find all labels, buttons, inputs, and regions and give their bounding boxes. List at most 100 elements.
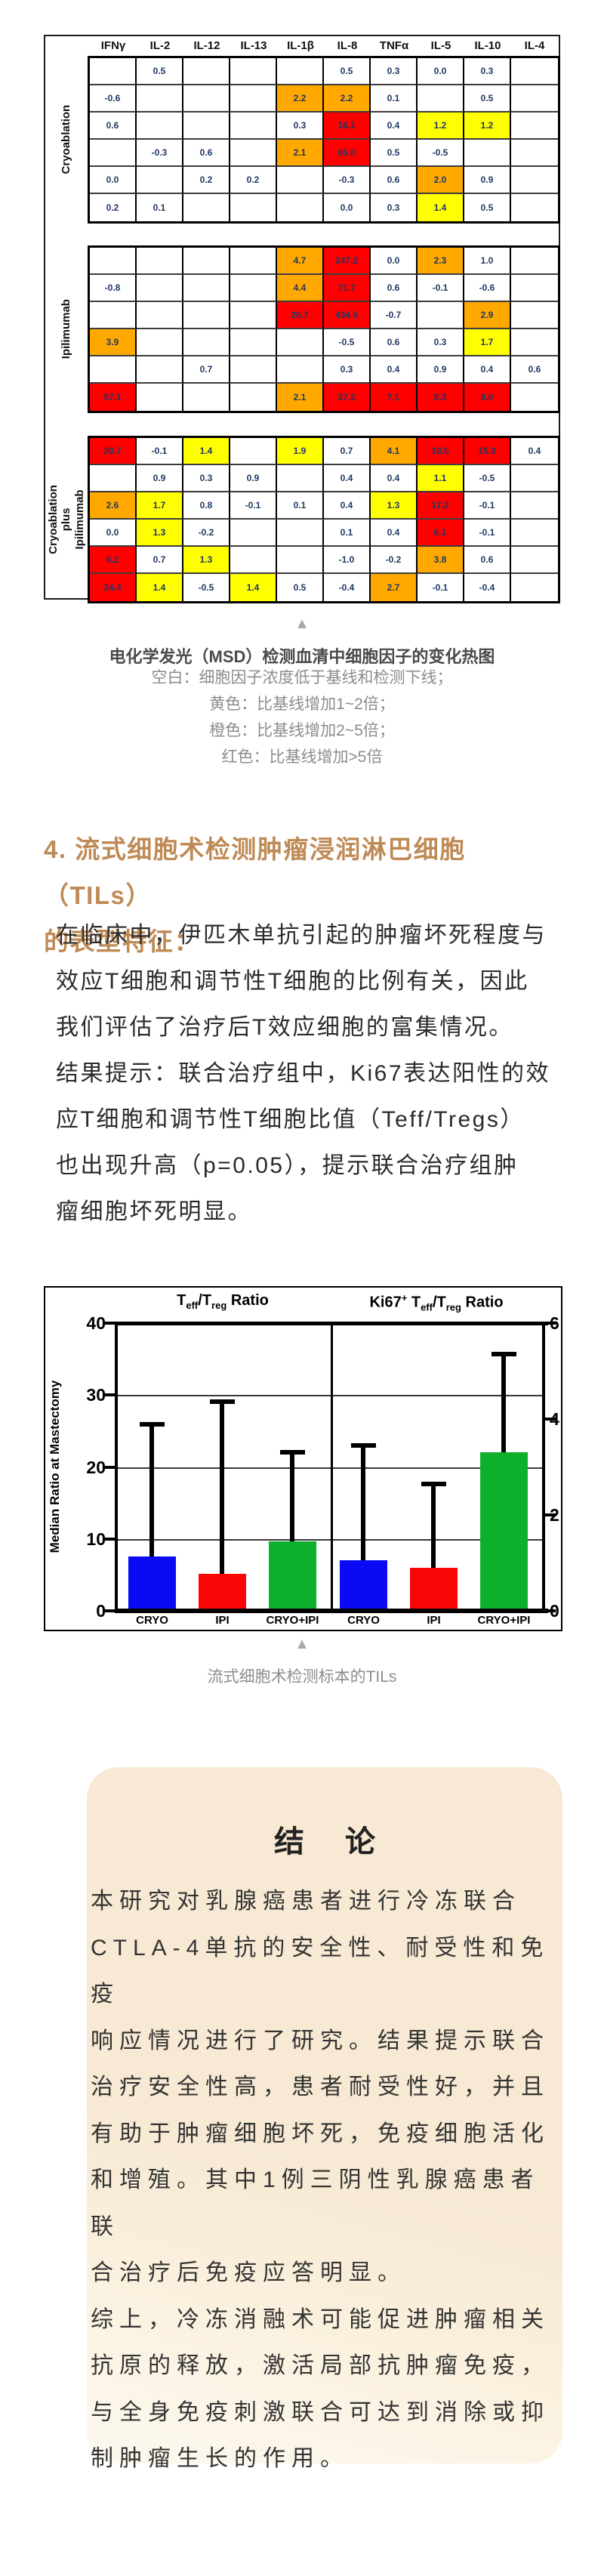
heatmap-cell: 4.4 [277, 275, 324, 302]
heatmap-cell: 0.1 [371, 85, 418, 113]
heatmap-cell [230, 140, 277, 167]
heatmap-cell: -0.1 [418, 574, 464, 601]
x-axis-category-label: IPI [215, 1614, 230, 1627]
heatmap-cell: 4.7 [277, 248, 324, 275]
heatmap-cell [183, 248, 230, 275]
left-axis-tick-label: 20 [86, 1458, 106, 1477]
heatmap-cell: -0.1 [230, 492, 277, 520]
heatmap-cell: 0.4 [324, 492, 371, 520]
error-bar-line [290, 1450, 294, 1541]
heatmap-group-label: Ipilimumab [45, 245, 88, 413]
heatmap-cell [277, 58, 324, 85]
heatmap-cell [137, 302, 183, 329]
heatmap-cell: -0.4 [464, 574, 511, 601]
heatmap-cell: -0.5 [464, 465, 511, 492]
heatmap-cell: 0.6 [183, 140, 230, 167]
heatmap-cell: 0.5 [464, 194, 511, 221]
heatmap-cell [183, 113, 230, 140]
heatmap-cell: 0.6 [90, 113, 137, 140]
heatmap-cell [183, 194, 230, 221]
heatmap-cell: -0.7 [371, 302, 418, 329]
heatmap-cell [137, 275, 183, 302]
heatmap-cell: 65.0 [324, 140, 371, 167]
heatmap-column-header: IL-12 [193, 39, 220, 52]
heatmap-cell [230, 113, 277, 140]
heatmap-cell: -0.8 [90, 275, 137, 302]
heatmap-column-header: IL-8 [337, 39, 358, 52]
heatmap-cell: 0.7 [137, 547, 183, 574]
error-bar-line [149, 1422, 154, 1556]
heatmap-cell: -0.4 [324, 574, 371, 601]
heatmap-cell [230, 302, 277, 329]
heatmap-cell: 0.3 [324, 356, 371, 384]
heatmap-cell: 8.3 [418, 384, 464, 411]
heatmap-cell: 2.3 [418, 248, 464, 275]
heatmap-cell: 2.6 [90, 492, 137, 520]
caption-arrow-icon: ▲ [294, 1636, 310, 1652]
heatmap-cell [277, 194, 324, 221]
gridline [115, 1467, 545, 1469]
heatmap-cell [511, 520, 558, 547]
heatmap-column-header: IL-10 [474, 39, 501, 52]
bar [410, 1568, 458, 1611]
heatmap-cell [230, 520, 277, 547]
left-axis-tick-label: 0 [96, 1601, 106, 1621]
heatmap-cell: 434.5 [324, 302, 371, 329]
heatmap-cell: 3.9 [90, 329, 137, 356]
heatmap-cell: 8.0 [464, 384, 511, 411]
heatmap-cell: 0.9 [418, 356, 464, 384]
heatmap-cell: 17.2 [418, 492, 464, 520]
heatmap-cell: 0.4 [371, 356, 418, 384]
gridline [115, 1539, 545, 1541]
heatmap-cell: 24.4 [90, 574, 137, 601]
heatmap-cell: 57.1 [90, 384, 137, 411]
heatmap-cell [90, 465, 137, 492]
heatmap-cell: -0.5 [183, 574, 230, 601]
heatmap-cell [183, 302, 230, 329]
heatmap-cell [511, 167, 558, 194]
left-axis-tick [104, 1322, 115, 1325]
left-axis-tick [104, 1538, 115, 1541]
section-body-text: 在临床中，伊匹木单抗引起的肿瘤坏死程度与 效应T细胞和调节性T细胞的比例有关，因… [56, 923, 551, 1224]
conclusion-title: 结 论 [274, 1825, 392, 1859]
left-axis-tick-label: 40 [86, 1313, 106, 1333]
heatmap-cell: 0.4 [511, 438, 558, 465]
heatmap-cell: 0.3 [464, 58, 511, 85]
heatmap-cell: 1.9 [277, 438, 324, 465]
heatmap-cell: -1.0 [324, 547, 371, 574]
heatmap-cell: 247.2 [324, 248, 371, 275]
heatmap-cell: 0.3 [183, 465, 230, 492]
heatmap-cell: -0.5 [324, 329, 371, 356]
heatmap-cell [137, 167, 183, 194]
heatmap-caption-legend: 空白：细胞因子浓度低于基线和检测下线； 黄色：比基线增加1~2倍； 橙色：比基线… [151, 669, 453, 766]
heatmap-cell: 1.4 [418, 194, 464, 221]
heatmap-cell: 20.7 [90, 438, 137, 465]
heatmap-cell [511, 113, 558, 140]
heatmap-cell: 0.3 [371, 58, 418, 85]
error-bar-cap [492, 1352, 516, 1356]
heatmap-cell [511, 194, 558, 221]
heatmap-cell: 16.1 [324, 113, 371, 140]
left-axis-tick [104, 1609, 115, 1612]
heatmap-cell: 1.7 [137, 492, 183, 520]
error-bar-cap [280, 1450, 305, 1455]
heatmap-cell: 1.2 [418, 113, 464, 140]
heatmap-cell [277, 520, 324, 547]
heatmap-cell [277, 167, 324, 194]
heatmap-cell [511, 248, 558, 275]
heatmap-cell: 0.4 [371, 520, 418, 547]
gridline [115, 1395, 545, 1396]
tils-bar-chart-figure: Median Ratio at Mastectomy CRYO IPI CRYO+I… [44, 1286, 562, 1631]
heatmap-cell [511, 85, 558, 113]
panel-title: Teff/Treg Ratio [177, 1292, 269, 1311]
right-y-axis-line [542, 1322, 545, 1613]
heatmap-cell: 1.2 [464, 113, 511, 140]
heatmap-cell: -0.3 [137, 140, 183, 167]
heatmap-cell: 1.0 [464, 248, 511, 275]
caption-arrow-icon: ▲ [294, 615, 310, 632]
heatmap-column-header: IL-5 [430, 39, 451, 52]
heatmap-cell: 7.1 [371, 384, 418, 411]
heatmap-cell: 1.1 [418, 465, 464, 492]
heatmap-cell [137, 356, 183, 384]
heatmap-column-header: TNFα [379, 39, 409, 52]
